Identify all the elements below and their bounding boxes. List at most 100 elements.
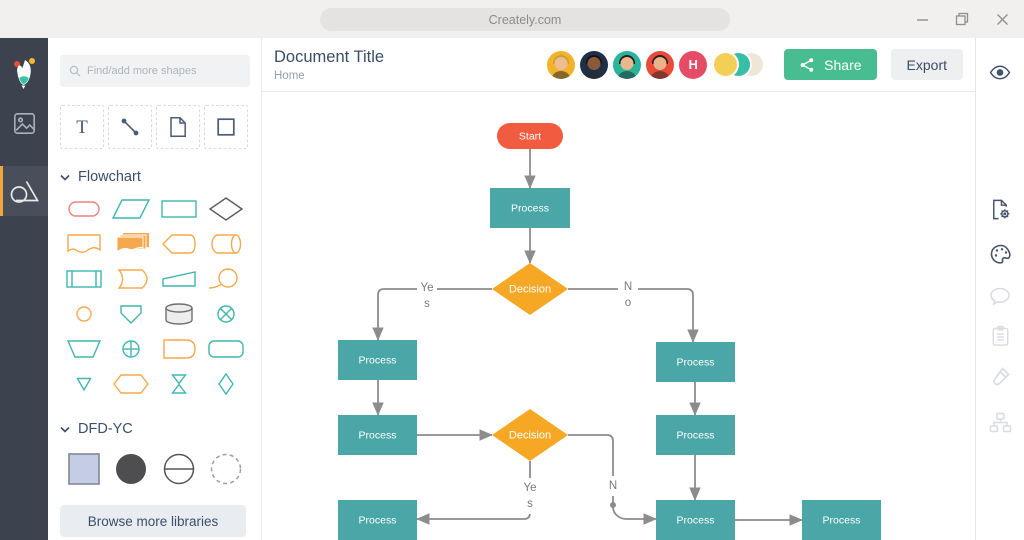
shape-sort[interactable] — [155, 366, 203, 401]
shape-multi-document[interactable] — [108, 226, 156, 261]
shapes-icon — [8, 178, 40, 205]
shape-direct-data[interactable] — [155, 226, 203, 261]
flowchart-node-process[interactable]: Process — [656, 500, 735, 540]
shape-terminator[interactable] — [60, 191, 108, 226]
avatar[interactable]: H — [679, 50, 708, 79]
svg-text:N: N — [609, 480, 617, 492]
comments-button[interactable] — [976, 281, 1024, 311]
svg-text:T: T — [76, 117, 88, 138]
notepad-icon — [989, 324, 1012, 348]
shape-database[interactable] — [155, 296, 203, 331]
minimize-button[interactable] — [914, 11, 930, 27]
shape-preparation[interactable] — [108, 366, 156, 401]
share-button[interactable]: Share — [784, 49, 877, 80]
flow-connector[interactable] — [416, 461, 531, 525]
document-tool[interactable] — [156, 105, 200, 149]
chevron-down-icon — [60, 174, 70, 181]
flow-connector[interactable] — [568, 288, 699, 343]
flowchart-node-process[interactable]: Process — [802, 500, 881, 540]
color-palette-button[interactable] — [976, 239, 1024, 269]
shape-process-box[interactable] — [60, 447, 108, 491]
shape-dashed-circle[interactable] — [203, 447, 251, 491]
diagram-canvas[interactable]: Start Process Decision Process Process Decisi… — [262, 92, 975, 540]
diagram-settings-button[interactable] — [976, 194, 1024, 224]
right-rail — [975, 38, 1024, 540]
shape-alternate-process[interactable] — [203, 331, 251, 366]
creately-logo-icon[interactable] — [0, 46, 48, 98]
shape-or-junction[interactable] — [108, 331, 156, 366]
text-tool-icon: T — [70, 115, 94, 139]
palette-icon — [988, 242, 1013, 266]
flow-connector[interactable] — [372, 288, 492, 341]
flowchart-node-process[interactable]: Process — [338, 340, 417, 380]
shape-extract[interactable] — [60, 366, 108, 401]
address-bar[interactable]: Creately.com — [320, 8, 730, 31]
text-tool[interactable]: T — [60, 105, 104, 149]
shape-search — [60, 55, 250, 87]
format-painter-button[interactable] — [976, 362, 1024, 392]
org-structure-button[interactable] — [976, 407, 1024, 437]
flowchart-node-process[interactable]: Process — [656, 415, 735, 455]
flowchart-node-process[interactable]: Process — [656, 342, 735, 382]
shape-manual-input[interactable] — [60, 331, 108, 366]
edge-label: Ye s — [520, 478, 540, 514]
shape-stored-data[interactable] — [203, 226, 251, 261]
rectangle-tool[interactable] — [204, 105, 248, 149]
edge-label: Ye s — [417, 278, 437, 314]
avatar[interactable] — [613, 50, 642, 79]
document-title[interactable]: Document Title — [274, 47, 385, 66]
flowchart-node-terminator[interactable]: Start — [497, 123, 563, 149]
edge-label: N — [603, 476, 623, 496]
shape-parallelogram[interactable] — [108, 191, 156, 226]
shape-summing-junction[interactable] — [203, 296, 251, 331]
flowchart-node-process[interactable]: Process — [338, 415, 417, 455]
shape-predefined-process[interactable] — [60, 261, 108, 296]
sitemap-icon — [988, 411, 1013, 434]
shape-solid-circle[interactable] — [108, 447, 156, 491]
avatar-group[interactable] — [712, 50, 768, 80]
flowchart-node-process[interactable]: Process — [490, 188, 570, 228]
flowchart-node-process[interactable]: Process — [338, 500, 417, 540]
close-button[interactable] — [994, 11, 1010, 27]
breadcrumb[interactable]: Home — [274, 69, 305, 82]
flowchart-node-decision[interactable]: Decision — [492, 409, 568, 461]
node-label: Decision — [509, 284, 551, 296]
node-label: Process — [677, 515, 715, 527]
connector-tool[interactable] — [108, 105, 152, 149]
section-header-dfd-yc[interactable]: DFD-YC — [60, 419, 249, 439]
shape-search-input[interactable] — [87, 65, 241, 77]
flow-connector[interactable] — [568, 434, 657, 525]
node-label: Process — [677, 430, 715, 442]
section-header-flowchart[interactable]: Flowchart — [60, 167, 249, 187]
doc-gear-icon — [988, 197, 1013, 222]
connector-point[interactable] — [610, 502, 616, 508]
svg-text:s: s — [527, 498, 533, 510]
shape-diamond[interactable] — [203, 191, 251, 226]
paintbrush-icon — [988, 365, 1012, 389]
preview-button[interactable] — [976, 57, 1024, 87]
shape-merge[interactable] — [108, 296, 156, 331]
shape-display[interactable] — [108, 261, 156, 296]
avatar[interactable] — [547, 50, 576, 79]
rail-item-images[interactable] — [0, 98, 48, 148]
shape-connector[interactable] — [60, 296, 108, 331]
rail-item-shapes[interactable] — [0, 166, 48, 216]
shape-magnetic-tape[interactable] — [203, 261, 251, 296]
shape-rectangle[interactable] — [155, 191, 203, 226]
shape-manual-operation[interactable] — [155, 261, 203, 296]
browse-more-libraries-button[interactable]: Browse more libraries — [60, 505, 246, 537]
shape-divided-circle[interactable] — [155, 447, 203, 491]
flowchart-node-decision[interactable]: Decision — [492, 263, 568, 315]
node-label: Process — [823, 515, 861, 527]
shape-collate[interactable] — [203, 366, 251, 401]
shape-delay[interactable] — [155, 331, 203, 366]
avatar[interactable] — [646, 50, 675, 79]
restore-button[interactable] — [954, 11, 970, 27]
node-label: Process — [359, 515, 397, 527]
avatar[interactable] — [580, 50, 609, 79]
rectangle-tool-icon — [214, 115, 238, 139]
collaborator-avatars: H — [547, 50, 768, 80]
export-button[interactable]: Export — [890, 49, 963, 80]
shape-document[interactable] — [60, 226, 108, 261]
notes-button[interactable] — [976, 321, 1024, 351]
